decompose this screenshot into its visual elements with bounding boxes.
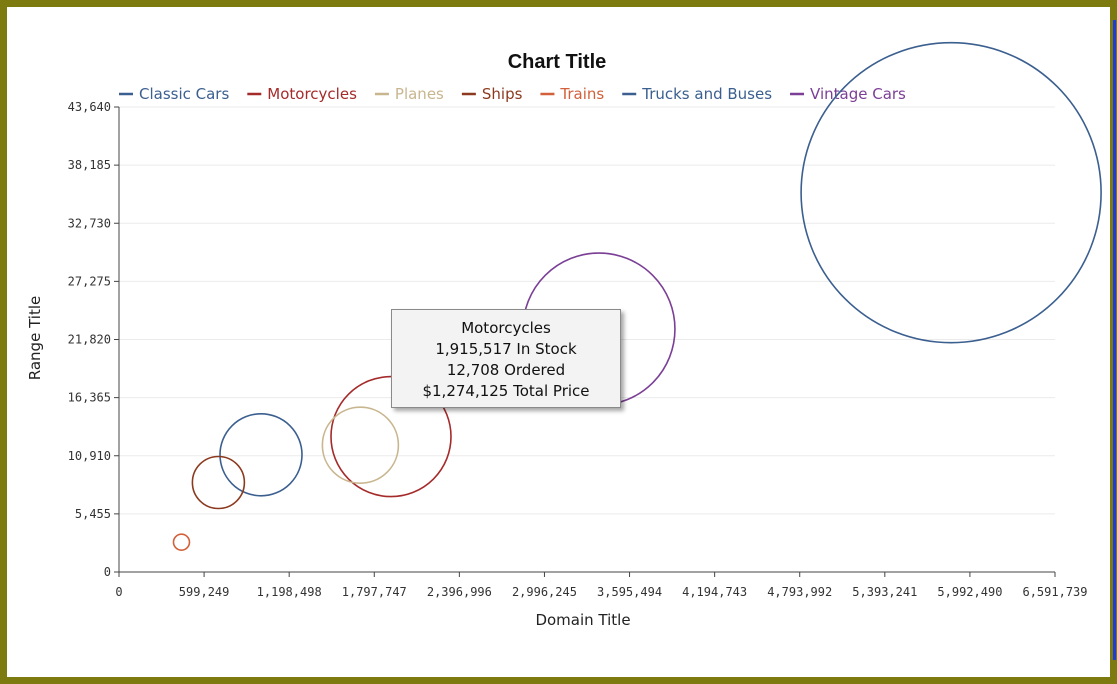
y-tick-label: 27,275: [68, 274, 111, 288]
x-tick-label: 2,396,996: [427, 585, 492, 599]
legend-label-trucks-and-buses: Trucks and Buses: [641, 85, 772, 103]
x-tick-label: 599,249: [179, 585, 230, 599]
x-axis-title: Domain Title: [535, 611, 630, 629]
x-tick-label: 1,797,747: [342, 585, 407, 599]
axes: 0 5,455 10,910 16,365 21,820 27,275 32,730 38,1…: [68, 100, 1088, 599]
legend-label-classic-cars: Classic Cars: [139, 85, 229, 103]
y-tick-label: 21,820: [68, 333, 111, 347]
y-tick-label: 10,910: [68, 449, 111, 463]
tooltip-in-stock: 1,915,517 In Stock: [435, 340, 577, 358]
x-tick-label: 2,996,245: [512, 585, 577, 599]
y-tick-label: 32,730: [68, 216, 111, 230]
legend: Classic Cars Motorcycles Planes Ships Trains…: [119, 85, 906, 103]
x-tick-label: 6,591,739: [1022, 585, 1087, 599]
tooltip-total-price: $1,274,125 Total Price: [422, 382, 590, 400]
bubble-classic-cars: [219, 412, 303, 497]
bubble-trains: [172, 533, 191, 551]
y-axis-title: Range Title: [26, 296, 44, 380]
x-tick-label: 3,595,494: [597, 585, 662, 599]
y-tick-label: 38,185: [68, 158, 111, 172]
legend-label-vintage-cars: Vintage Cars: [810, 85, 906, 103]
x-tick-label: 4,793,992: [767, 585, 832, 599]
x-tick-label: 1,198,498: [257, 585, 322, 599]
window-edge: [1113, 20, 1116, 660]
legend-label-planes: Planes: [395, 85, 444, 103]
y-tick-label: 5,455: [75, 507, 111, 521]
legend-label-trains: Trains: [559, 85, 604, 103]
tooltip-series: Motorcycles: [461, 319, 551, 337]
gridlines: [119, 106, 1055, 515]
tooltip-ordered: 12,708 Ordered: [446, 361, 566, 379]
bubble-motorcycles: [330, 375, 452, 498]
x-tick-label: 5,992,490: [937, 585, 1002, 599]
x-tick-label: 0: [115, 585, 122, 599]
y-tick-label: 43,640: [68, 100, 111, 114]
legend-label-ships: Ships: [482, 85, 523, 103]
x-tick-label: 4,194,743: [682, 585, 747, 599]
bubble-ships: [191, 455, 246, 510]
y-tick-label: 0: [104, 565, 111, 579]
bubbles: [172, 41, 1102, 551]
chart-title: Chart Title: [508, 51, 607, 73]
y-tick-label: 16,365: [68, 391, 111, 405]
bubble-trucks-and-buses: [800, 41, 1102, 344]
legend-label-motorcycles: Motorcycles: [267, 85, 357, 103]
bubble-planes: [321, 406, 400, 485]
tooltip: Motorcycles 1,915,517 In Stock 12,708 Or…: [391, 309, 621, 408]
x-tick-label: 5,393,241: [852, 585, 917, 599]
